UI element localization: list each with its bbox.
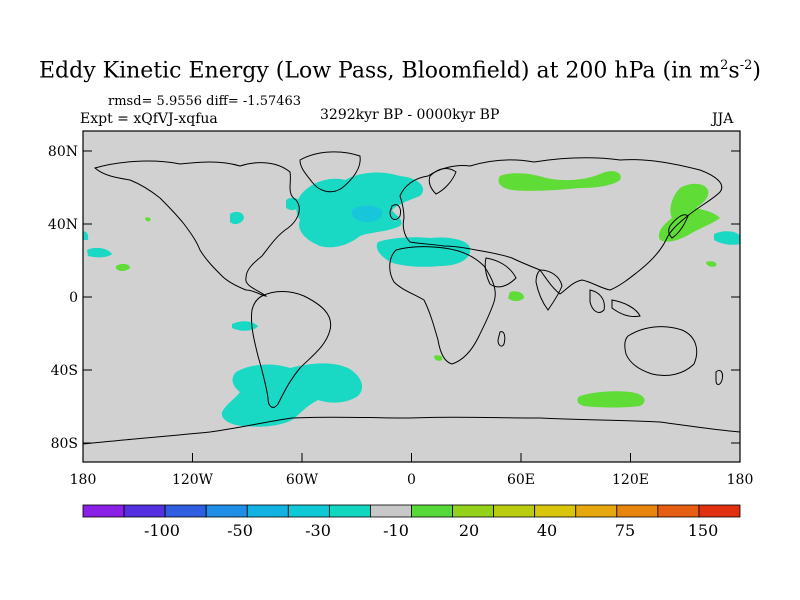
positive-region-pacific-east-small	[706, 261, 717, 267]
lat-label: 0	[69, 290, 78, 306]
positive-region-pacific-small	[116, 263, 130, 271]
negative-region-north-atlantic-core	[351, 205, 383, 222]
lat-label: 40S	[51, 363, 78, 379]
legend-swatch	[411, 504, 453, 518]
longitude-labels: 180 120W 60W 0 60E 120E 180	[70, 472, 754, 488]
coast-japan	[668, 214, 689, 239]
negative-region-pacific-ne	[230, 211, 244, 225]
chart-title: Eddy Kinetic Energy (Low Pass, Bloomfiel…	[39, 58, 761, 84]
positive-region-tropical-africa	[508, 291, 524, 301]
legend-swatch	[493, 504, 536, 518]
legend-swatch	[328, 504, 371, 518]
experiment-label: Expt = xQfVJ-xqfua	[80, 111, 218, 127]
coast-australia	[624, 326, 698, 377]
legend-swatch	[82, 504, 125, 518]
coast-new-zealand	[715, 369, 723, 385]
legend-label: -10	[383, 521, 409, 540]
legend-label: 20	[459, 521, 479, 540]
legend-labels: -100 -50 -30 -10 20 40 75 150	[144, 521, 718, 540]
lon-label: 180	[70, 472, 97, 488]
legend-swatch	[370, 504, 412, 518]
legend-swatch	[205, 504, 248, 518]
season-label: JJA	[712, 111, 734, 127]
positive-region-indian-ocean	[577, 391, 645, 408]
coast-greenland	[299, 151, 361, 193]
coast-southeast-asia	[589, 289, 641, 317]
coast-north-america	[93, 160, 300, 297]
legend-swatch	[657, 504, 700, 518]
coastlines	[83, 151, 740, 445]
negative-region-pacific-east-edge	[714, 231, 740, 245]
legend-label: 75	[615, 521, 635, 540]
coast-africa	[389, 246, 496, 365]
lat-label: 80S	[51, 436, 78, 452]
negative-region-pacific-w	[87, 247, 112, 258]
coast-uk	[389, 204, 401, 220]
legend-label: 150	[688, 521, 719, 540]
coast-madagascar	[497, 331, 506, 347]
negative-region-southern-ocean	[221, 363, 363, 427]
coast-scandinavia	[428, 168, 457, 195]
legend-swatch	[246, 504, 289, 518]
stats-text: rmsd= 5.9556 diff= -1.57463	[108, 94, 302, 109]
legend-label: -100	[144, 521, 180, 540]
lon-label: 0	[407, 472, 416, 488]
axis-ticks	[82, 150, 741, 462]
lon-label: 180	[727, 472, 754, 488]
coast-india	[535, 269, 563, 311]
period-label: 3292kyr BP - 0000kyr BP	[320, 107, 500, 123]
legend-swatch	[698, 504, 741, 518]
negative-region-europe	[376, 237, 471, 267]
lon-label: 120E	[612, 472, 649, 488]
coast-arabia	[484, 257, 517, 288]
negative-region-pacific-west-edge	[83, 231, 89, 240]
lon-label: 60E	[507, 472, 535, 488]
coast-south-america	[251, 291, 332, 408]
positive-region-arctic-russia	[498, 171, 621, 191]
lon-label: 120W	[172, 472, 214, 488]
positive-region-atlantic-small	[434, 355, 443, 361]
legend-label: -30	[305, 521, 331, 540]
legend-swatch	[164, 504, 207, 518]
lat-label: 80N	[48, 144, 78, 160]
legend-swatch	[534, 504, 577, 518]
legend-swatch	[616, 504, 659, 518]
coast-antarctica	[83, 416, 740, 445]
lon-label: 60W	[286, 472, 319, 488]
anomaly-fields	[83, 151, 740, 445]
color-legend	[82, 504, 741, 518]
legend-swatch	[575, 504, 618, 518]
legend-swatch	[452, 504, 495, 518]
legend-swatch	[123, 504, 166, 518]
coast-eurasia	[399, 157, 723, 295]
positive-region-dateline-small	[145, 217, 151, 222]
latitude-labels: 80N 40N 0 40S 80S	[48, 144, 78, 452]
legend-label: 40	[537, 521, 557, 540]
legend-swatch	[287, 504, 330, 518]
lat-label: 40N	[48, 217, 78, 233]
legend-label: -50	[227, 521, 253, 540]
